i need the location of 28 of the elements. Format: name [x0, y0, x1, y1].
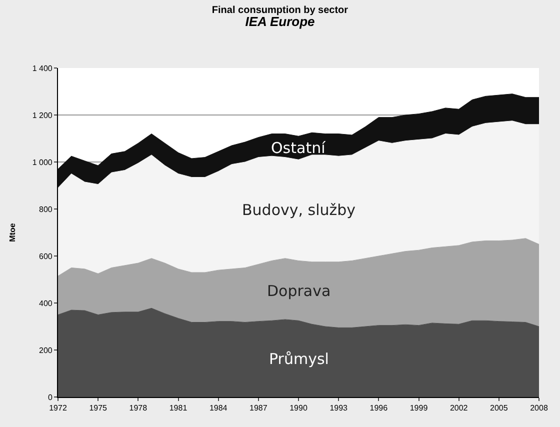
chart-title: Final consumption by sector [212, 4, 348, 16]
x-tick-label: 1993 [330, 404, 348, 413]
y-tick-label: 1 200 [32, 110, 53, 120]
x-tick-label: 1996 [370, 404, 388, 413]
y-axis-title: Mtoe [8, 222, 18, 242]
y-tick-label: 0 [48, 392, 53, 402]
x-tick-label: 1999 [410, 404, 428, 413]
x-tick-label: 2002 [450, 404, 468, 413]
y-tick-label: 1 400 [32, 64, 53, 73]
x-tick-label: 1990 [290, 404, 308, 413]
chart-subtitle: IEA Europe [245, 14, 315, 29]
y-tick-label: 600 [39, 252, 53, 261]
x-tick-label: 1981 [169, 404, 188, 413]
y-tick-label: 200 [39, 346, 53, 355]
y-tick-label: 400 [39, 298, 53, 308]
x-tick-label: 1978 [129, 404, 148, 413]
x-tick-label: 1987 [250, 404, 268, 413]
y-tick-label: 1 000 [32, 158, 53, 167]
x-tick-label: 1984 [209, 404, 228, 413]
y-tick-label: 800 [39, 204, 53, 214]
series-label: Průmysl [269, 350, 329, 368]
x-tick-label: 2008 [530, 404, 548, 413]
x-tick-label: 1972 [49, 404, 68, 413]
x-tick-label: 2005 [490, 404, 508, 413]
series-label: Budovy, služby [242, 201, 356, 219]
series-label: Ostatní [271, 139, 326, 157]
x-tick-label: 1975 [89, 404, 108, 413]
series-label: Doprava [267, 282, 331, 300]
